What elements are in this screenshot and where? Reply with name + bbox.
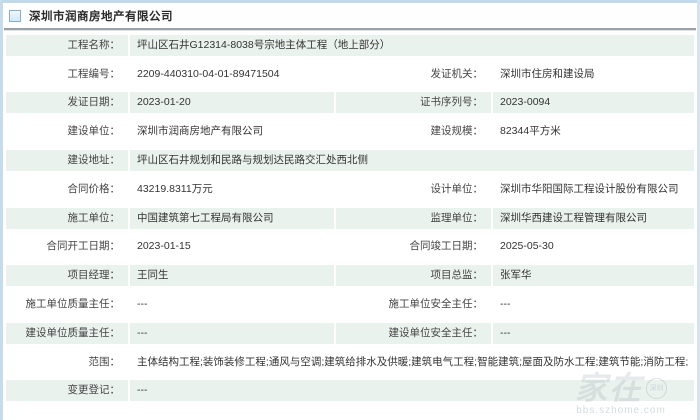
collapse-checkbox-icon[interactable] [9,9,21,22]
field-value: --- [130,322,334,344]
field-label: 范围： [88,355,121,368]
row-construction-unit: 建设单位： 深圳市润商房地产有限公司 建设规模： 82344平方米 [6,117,694,146]
field-label: 建设地址： [6,150,128,172]
row-project-number: 工程编号： 2209-440310-04-01-89471504 发证机关： 深… [6,60,694,89]
row-scope: 范围： 主体结构工程;装饰装修工程;通风与空调;建筑给排水及供暖;建筑电气工程;… [6,348,694,377]
project-info-table: 工程名称： 坪山区石井G12314-8038号宗地主体工程（地上部分） 工程编号… [6,31,694,405]
field-value: 2209-440310-04-01-89471504 [137,67,280,80]
field-label: 设计单位： [430,182,484,195]
row-contractor: 施工单位： 中国建筑第七工程局有限公司 监理单位： 深圳华西建设工程管理有限公司 [6,204,694,233]
panel-border-top [0,0,700,3]
row-contract-dates: 合同开工日期： 2023-01-15 合同竣工日期： 2025-05-30 [6,233,694,262]
company-header: 深圳市润商房地产有限公司 [3,3,697,28]
field-label: 发证日期： [6,92,128,114]
row-project-name: 工程名称： 坪山区石井G12314-8038号宗地主体工程（地上部分） [6,31,694,60]
field-label: 监理单位： [336,207,491,229]
field-value: 深圳华西建设工程管理有限公司 [493,207,694,229]
field-value: 张军华 [493,265,694,287]
field-value: 2023-01-15 [137,240,191,253]
field-value: 坪山区石井G12314-8038号宗地主体工程（地上部分） [130,34,694,56]
field-value: 43219.8311万元 [137,182,213,195]
field-label: 施工单位： [6,207,128,229]
field-label: 变更登记： [6,380,128,402]
field-label: 施工单位安全主任： [388,298,484,311]
field-value: 主体结构工程;装饰装修工程;通风与空调;建筑给排水及供暖;建筑电气工程;智能建筑… [137,355,689,368]
company-title: 深圳市润商房地产有限公司 [29,10,173,23]
field-value: 坪山区石井规划和民路与规划达民路交汇处西北侧 [130,150,694,172]
field-value: --- [137,298,148,311]
field-label: 工程名称： [6,34,128,56]
field-value: 2023-0094 [493,92,694,114]
field-label: 建设单位安全主任： [336,322,491,344]
field-value: 深圳市华阳国际工程设计股份有限公司 [500,182,679,195]
row-construction-address: 建设地址： 坪山区石井规划和民路与规划达民路交汇处西北侧 [6,146,694,175]
field-label: 合同竣工日期： [409,240,484,253]
field-value: 2025-05-30 [500,240,554,253]
panel-border-right [697,0,700,420]
field-label: 发证机关： [430,67,484,80]
row-project-manager: 项目经理： 王同生 项目总监： 张军华 [6,261,694,290]
field-label: 施工单位质量主任： [25,298,121,311]
field-value: 2023-01-20 [130,92,334,114]
panel-border-left [0,0,3,420]
field-value: --- [130,380,694,402]
field-value: --- [493,322,694,344]
field-label: 工程编号： [67,67,121,80]
field-label: 合同开工日期： [46,240,121,253]
row-change-registration: 变更登记： --- [6,377,694,406]
field-value: 82344平方米 [500,125,561,138]
field-label: 建设规模： [430,125,484,138]
header-divider [4,28,696,31]
field-value: --- [500,298,511,311]
field-label: 项目总监： [336,265,491,287]
field-value: 深圳市润商房地产有限公司 [137,125,263,138]
field-label: 证书序列号： [336,92,491,114]
field-value: 中国建筑第七工程局有限公司 [130,207,334,229]
field-label: 合同价格： [67,182,121,195]
row-issue-date: 发证日期： 2023-01-20 证书序列号： 2023-0094 [6,89,694,118]
field-label: 项目经理： [6,265,128,287]
row-contractor-chiefs: 施工单位质量主任： --- 施工单位安全主任： --- [6,290,694,319]
watermark-site-url: bbs.szhome.com [576,405,666,416]
field-label: 建设单位： [67,125,121,138]
row-builder-chiefs: 建设单位质量主任： --- 建设单位安全主任： --- [6,319,694,348]
field-label: 建设单位质量主任： [6,322,128,344]
field-value: 王同生 [130,265,334,287]
field-value: 深圳市住房和建设局 [500,67,595,80]
row-contract-price: 合同价格： 43219.8311万元 设计单位： 深圳市华阳国际工程设计股份有限… [6,175,694,204]
